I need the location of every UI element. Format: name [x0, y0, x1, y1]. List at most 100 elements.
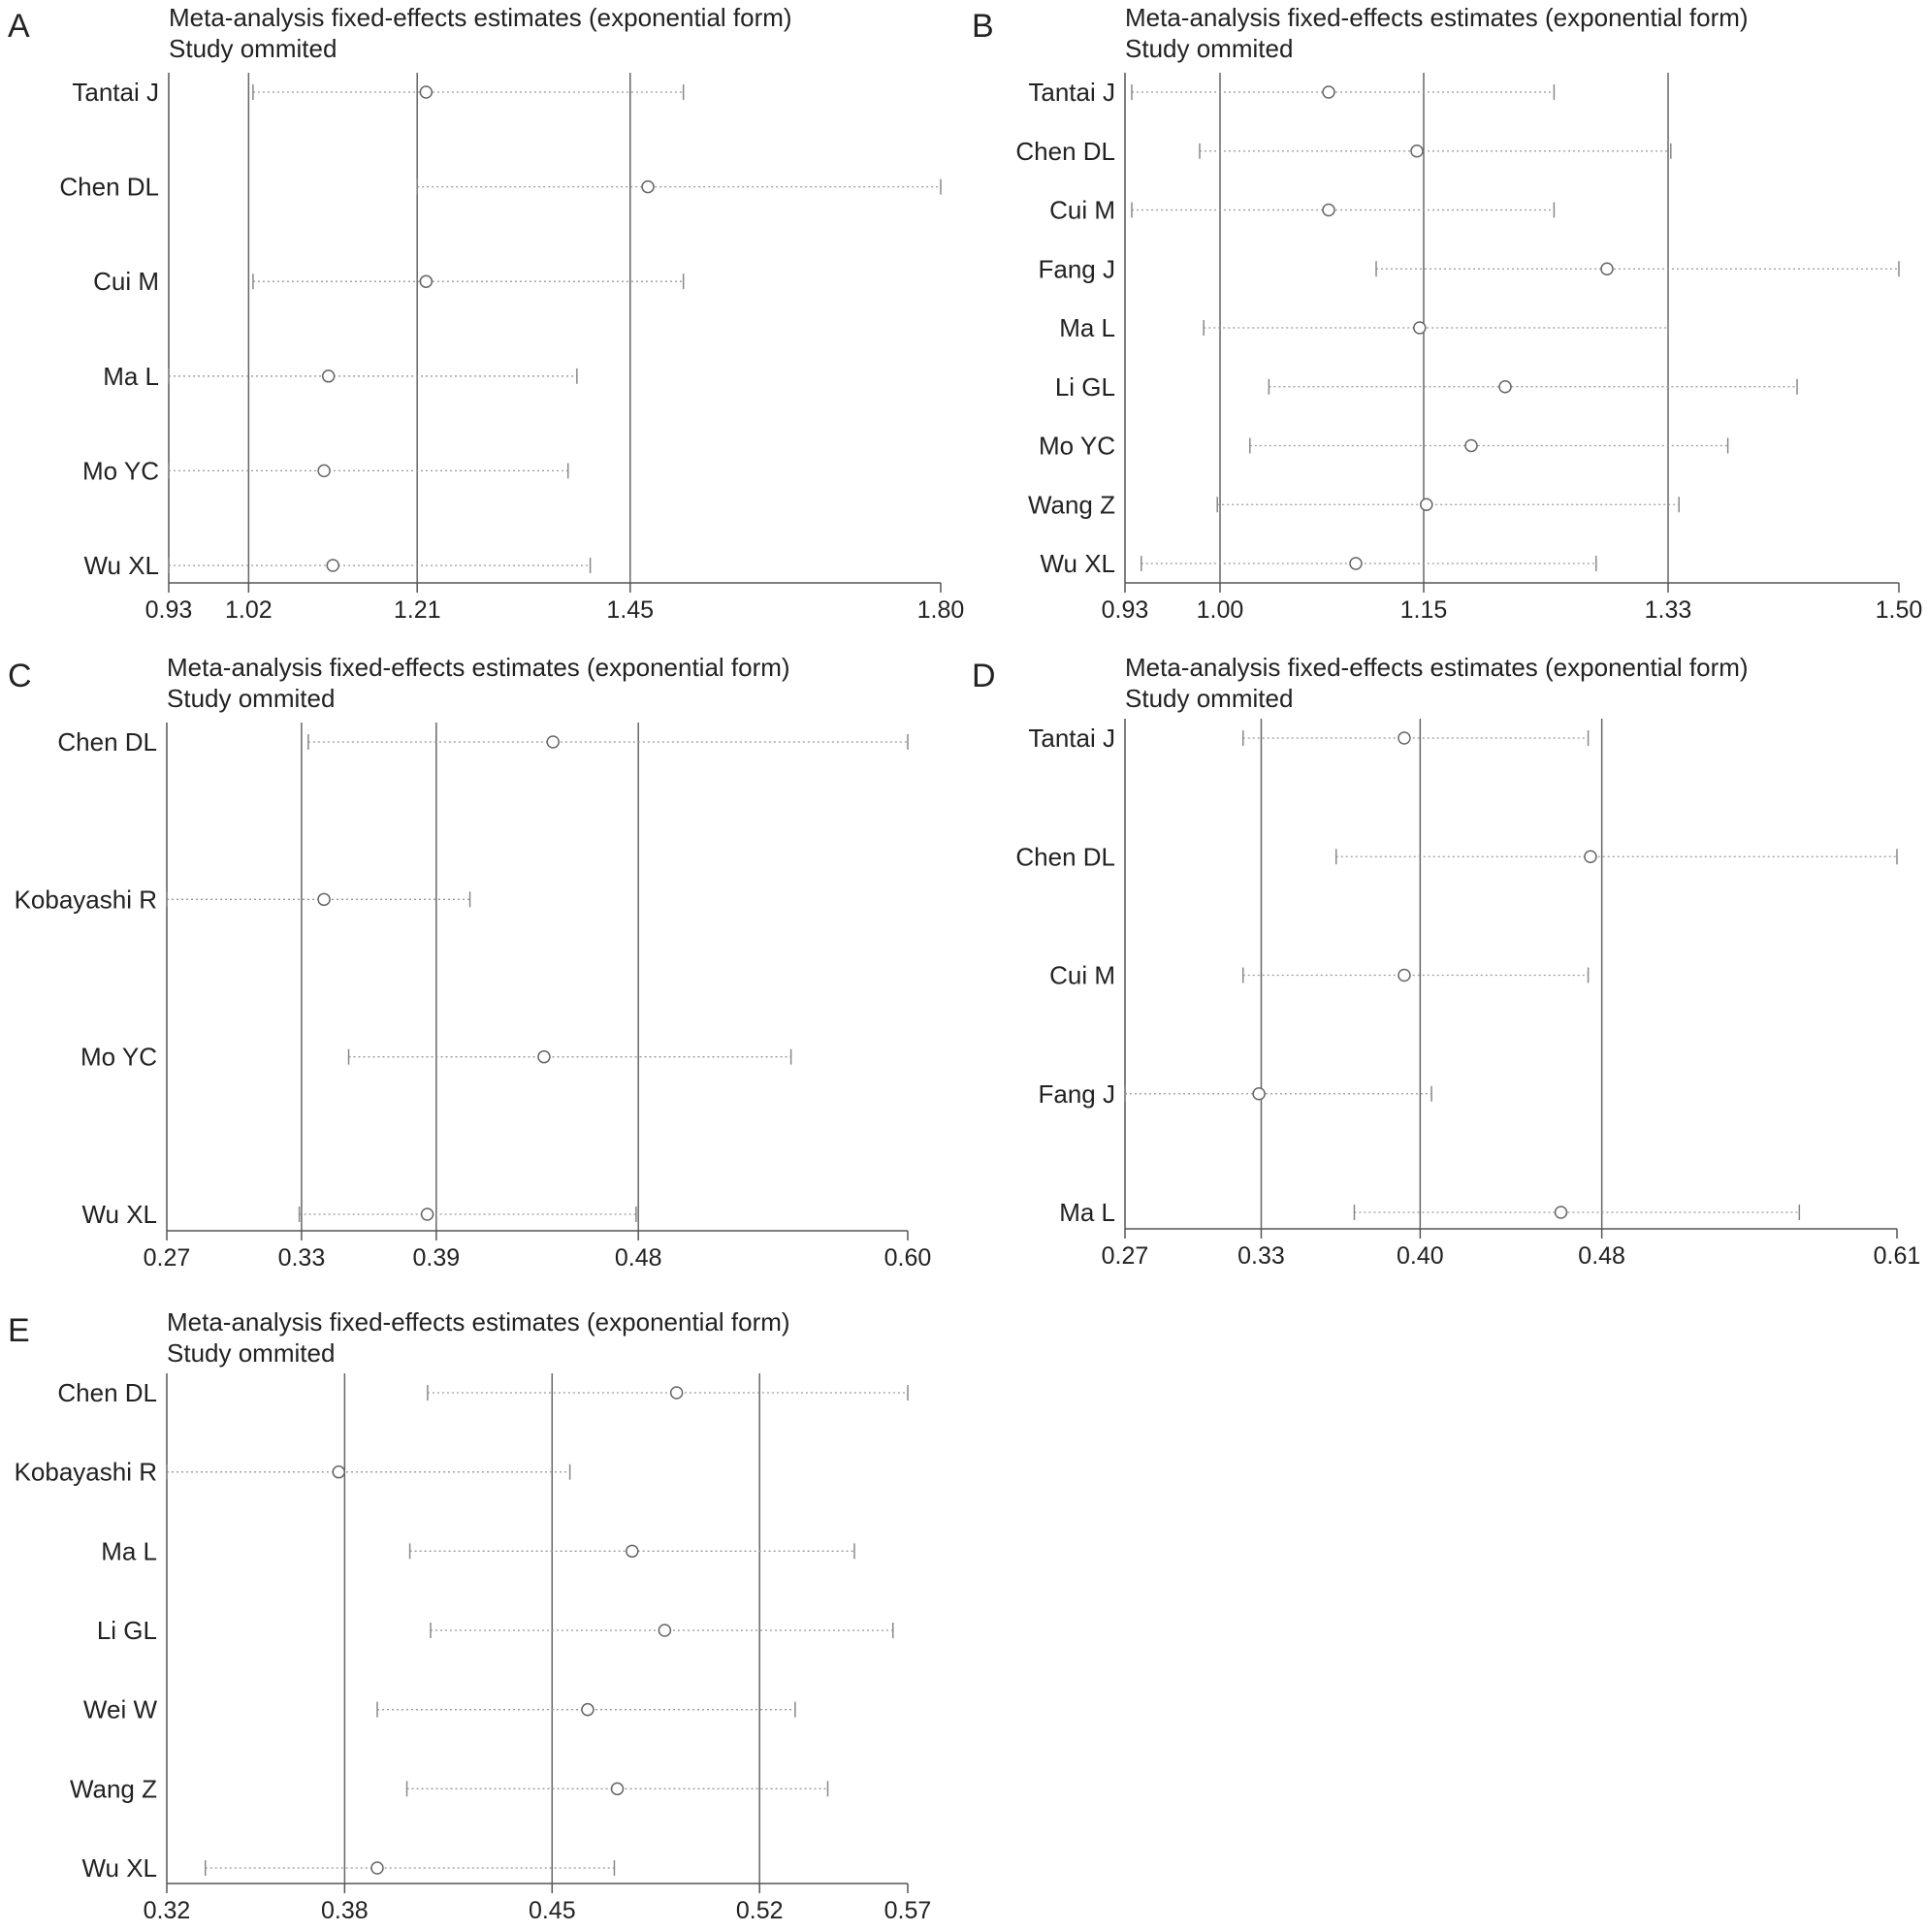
chart-title-a: Meta-analysis fixed-effects estimates (e… — [169, 3, 792, 32]
study-label-b-2: Cui M — [1049, 196, 1115, 225]
estimate-point-b-1 — [1410, 145, 1424, 158]
chart-title-e: Meta-analysis fixed-effects estimates (e… — [167, 1307, 790, 1336]
study-label-e-5: Wang Z — [70, 1774, 157, 1803]
estimate-point-c-0 — [546, 735, 560, 749]
study-label-b-5: Li GL — [1055, 372, 1115, 402]
chart-subtitle-d: Study ommited — [1125, 684, 1293, 713]
study-label-b-1: Chen DL — [1015, 137, 1115, 166]
x-tick-label-c-1: 0.33 — [278, 1244, 326, 1272]
forest-plot-panel-d: D Meta-analysis fixed-effects estimates (… — [964, 650, 1928, 1290]
estimate-point-e-6 — [370, 1861, 384, 1875]
chart-subtitle-a: Study ommited — [169, 34, 337, 63]
x-tick-label-b-0: 0.93 — [1102, 596, 1149, 624]
estimate-point-e-3 — [658, 1624, 672, 1637]
study-label-d-1: Chen DL — [1015, 842, 1115, 871]
estimate-point-c-3 — [420, 1208, 434, 1221]
x-tick-label-b-1: 1.00 — [1197, 596, 1244, 624]
forest-plot-d-svg: D Meta-analysis fixed-effects estimates (… — [972, 653, 1921, 1270]
forest-plot-c-svg: C Meta-analysis fixed-effects estimates (… — [8, 653, 931, 1272]
estimate-point-c-2 — [537, 1049, 551, 1064]
estimate-point-b-7 — [1420, 498, 1433, 511]
estimate-point-b-6 — [1464, 438, 1478, 453]
x-tick-label-e-2: 0.45 — [529, 1897, 576, 1924]
x-tick-label-a-1: 1.02 — [225, 596, 273, 624]
x-tick-label-b-3: 1.33 — [1645, 596, 1692, 624]
x-tick-label-d-1: 0.33 — [1237, 1242, 1285, 1270]
estimate-point-a-0 — [419, 85, 434, 99]
estimate-point-a-4 — [317, 464, 331, 478]
estimate-point-a-2 — [419, 274, 434, 288]
estimate-point-b-3 — [1600, 262, 1614, 275]
chart-subtitle-b: Study ommited — [1125, 34, 1293, 63]
forest-plot-panel-a: A Meta-analysis fixed-effects estimates (… — [0, 0, 964, 640]
estimate-point-d-4 — [1554, 1206, 1568, 1219]
study-label-e-2: Ma L — [101, 1536, 157, 1565]
estimate-point-e-0 — [669, 1386, 684, 1400]
x-tick-label-c-0: 0.27 — [144, 1244, 191, 1272]
estimate-point-b-0 — [1322, 85, 1335, 99]
x-tick-label-d-3: 0.48 — [1578, 1242, 1625, 1270]
forest-plot-e-svg: E Meta-analysis fixed-effects estimates (… — [8, 1307, 932, 1924]
estimate-point-b-5 — [1498, 380, 1512, 394]
estimate-point-e-5 — [610, 1782, 625, 1796]
x-tick-label-a-3: 1.45 — [606, 596, 654, 624]
study-label-d-4: Ma L — [1059, 1198, 1115, 1227]
chart-subtitle-c: Study ommited — [167, 684, 335, 713]
forest-plot-panel-e: E Meta-analysis fixed-effects estimates (… — [0, 1304, 964, 1932]
study-label-a-1: Chen DL — [59, 173, 159, 202]
panel-letter-c: C — [8, 658, 32, 694]
panel-letter-b: B — [972, 8, 994, 45]
estimate-point-a-5 — [326, 559, 340, 572]
x-tick-label-e-3: 0.52 — [736, 1897, 784, 1924]
study-label-c-2: Mo YC — [80, 1043, 157, 1072]
study-label-b-6: Mo YC — [1039, 432, 1115, 461]
estimate-point-d-2 — [1398, 968, 1411, 982]
estimate-point-d-1 — [1584, 850, 1597, 863]
study-label-c-1: Kobayashi R — [15, 885, 157, 914]
study-label-a-0: Tantai J — [72, 78, 159, 107]
study-label-a-4: Mo YC — [82, 456, 159, 485]
estimate-point-e-4 — [581, 1702, 594, 1717]
x-tick-label-c-3: 0.48 — [615, 1244, 662, 1272]
study-label-e-1: Kobayashi R — [15, 1458, 157, 1487]
forest-plot-a-svg: A Meta-analysis fixed-effects estimates (… — [8, 3, 965, 624]
forest-plot-b-svg: B Meta-analysis fixed-effects estimates (… — [972, 3, 1922, 624]
panel-letter-d: D — [972, 658, 996, 694]
study-label-c-3: Wu XL — [81, 1200, 157, 1229]
study-label-d-3: Fang J — [1039, 1079, 1116, 1109]
study-label-b-3: Fang J — [1039, 254, 1116, 283]
study-label-e-6: Wu XL — [81, 1853, 157, 1883]
x-tick-label-a-4: 1.80 — [917, 596, 965, 624]
x-tick-label-e-0: 0.32 — [144, 1897, 191, 1924]
estimate-point-e-1 — [332, 1465, 345, 1479]
estimate-point-b-4 — [1413, 321, 1427, 335]
x-tick-label-c-2: 0.39 — [412, 1244, 460, 1272]
x-tick-label-a-0: 0.93 — [145, 596, 193, 624]
panel-letter-a: A — [8, 8, 30, 45]
panel-letter-e: E — [8, 1312, 30, 1349]
estimate-point-d-0 — [1398, 731, 1411, 745]
study-label-a-3: Ma L — [103, 362, 159, 391]
x-tick-label-e-4: 0.57 — [884, 1897, 932, 1924]
study-label-c-0: Chen DL — [57, 727, 157, 757]
study-label-e-4: Wei W — [83, 1695, 158, 1724]
estimate-point-c-1 — [317, 892, 331, 907]
chart-title-b: Meta-analysis fixed-effects estimates (e… — [1125, 3, 1749, 32]
forest-plot-panel-c: C Meta-analysis fixed-effects estimates (… — [0, 650, 964, 1290]
estimate-point-b-8 — [1349, 557, 1363, 570]
study-label-a-5: Wu XL — [83, 551, 159, 580]
estimate-point-e-2 — [626, 1544, 639, 1559]
study-label-b-8: Wu XL — [1040, 549, 1115, 578]
study-label-d-2: Cui M — [1049, 961, 1115, 990]
study-label-b-4: Ma L — [1059, 313, 1115, 342]
estimate-point-d-3 — [1252, 1087, 1266, 1101]
chart-subtitle-e: Study ommited — [167, 1338, 335, 1368]
estimate-point-a-1 — [641, 179, 655, 194]
x-tick-label-a-2: 1.21 — [394, 596, 441, 624]
estimate-point-a-3 — [321, 370, 336, 383]
forest-plot-panel-b: B Meta-analysis fixed-effects estimates (… — [964, 0, 1928, 640]
x-tick-label-d-2: 0.40 — [1397, 1242, 1444, 1270]
chart-title-c: Meta-analysis fixed-effects estimates (e… — [167, 653, 790, 682]
x-tick-label-b-2: 1.15 — [1400, 596, 1448, 624]
x-tick-label-d-4: 0.61 — [1874, 1242, 1921, 1270]
